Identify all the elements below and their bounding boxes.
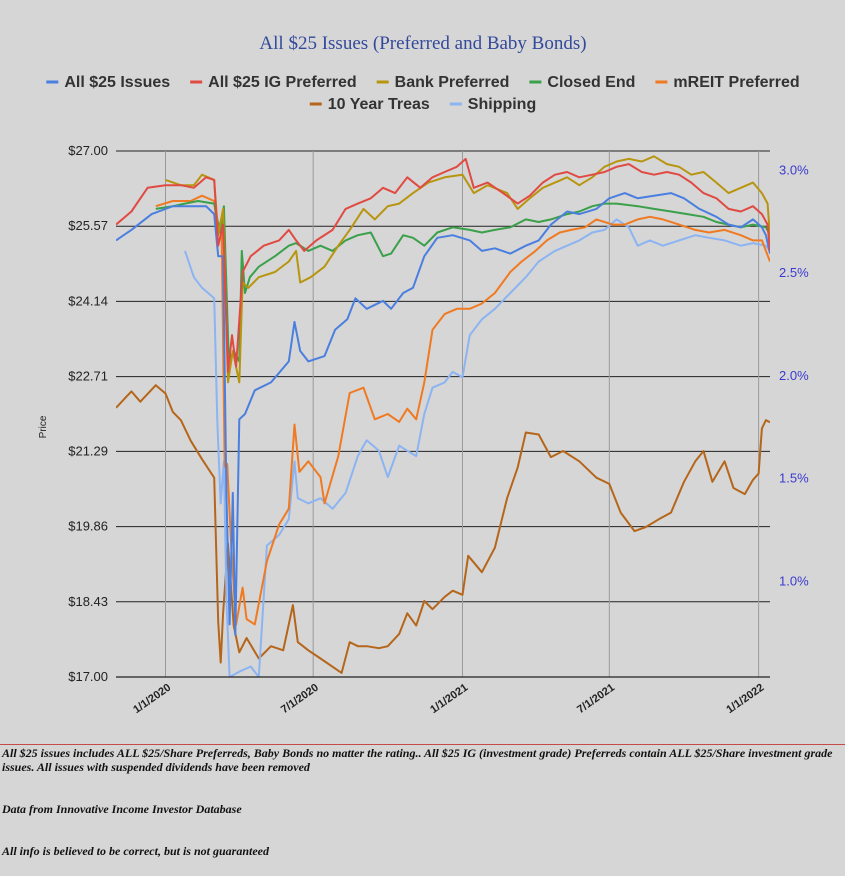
x-tick-label: 1/1/2020 [131, 682, 173, 716]
series-lines [116, 155, 770, 677]
footnote-coverage: All $25 issues includes ALL $25/Share Pr… [2, 746, 833, 774]
series-line-shipping [184, 218, 770, 677]
footnote-disclaimer: All info is believed to be correct, but … [2, 844, 269, 858]
y-tick-label: $24.14 [68, 293, 108, 308]
legend-label-shipping: Shipping [468, 96, 536, 113]
y2-tick-label: 3.0% [779, 162, 809, 177]
series-line-bank-preferred [165, 155, 770, 384]
chart-legend: All $25 Issues All $25 IG Preferred Bank P… [46, 74, 800, 113]
chart-title: All $25 Issues (Preferred and Baby Bonds… [259, 33, 586, 54]
x-tick-label: 7/1/2020 [279, 682, 321, 716]
legend-label-mreit-preferred: mREIT Preferred [673, 74, 799, 91]
series-line-all-25-issues [116, 192, 770, 636]
footnote-source: Data from Innovative Income Investor Dat… [2, 802, 242, 816]
footnotes: All $25 issues includes ALL $25/Share Pr… [0, 744, 845, 858]
y-tick-label: $27.00 [68, 143, 108, 158]
legend-label-bank-preferred: Bank Preferred [395, 74, 510, 91]
y-tick-label: $18.43 [68, 594, 108, 609]
axes: $27.00 $25.57 $24.14 $22.71 $21.29 $19.86 $18.… [68, 143, 809, 716]
legend-label-all-25-ig-preferred: All $25 IG Preferred [208, 74, 357, 91]
y-tick-label: $17.00 [68, 669, 108, 684]
x-tick-label: 7/1/2021 [575, 682, 617, 716]
price-chart: All $25 Issues (Preferred and Baby Bonds… [38, 33, 809, 716]
y-tick-label: $21.29 [68, 443, 108, 458]
y2-tick-label: 2.5% [779, 265, 809, 280]
y-tick-label: $19.86 [68, 519, 108, 534]
legend-label-all-25-issues: All $25 Issues [64, 74, 170, 91]
y2-tick-label: 1.5% [779, 471, 809, 486]
y-axis-label: Price [38, 415, 49, 438]
y-tick-label: $25.57 [68, 218, 108, 233]
y2-tick-label: 2.0% [779, 368, 809, 383]
y2-tick-label: 1.0% [779, 573, 809, 588]
legend-label-closed-end: Closed End [547, 74, 635, 91]
x-tick-label: 1/1/2021 [428, 682, 470, 716]
series-line-10-year-treas [116, 384, 770, 674]
series-line-all-25-ig-preferred [116, 157, 770, 373]
y-tick-label: $22.71 [68, 369, 108, 384]
legend-label-10-year-treas: 10 Year Treas [328, 96, 430, 113]
x-tick-label: 1/1/2022 [724, 682, 766, 716]
